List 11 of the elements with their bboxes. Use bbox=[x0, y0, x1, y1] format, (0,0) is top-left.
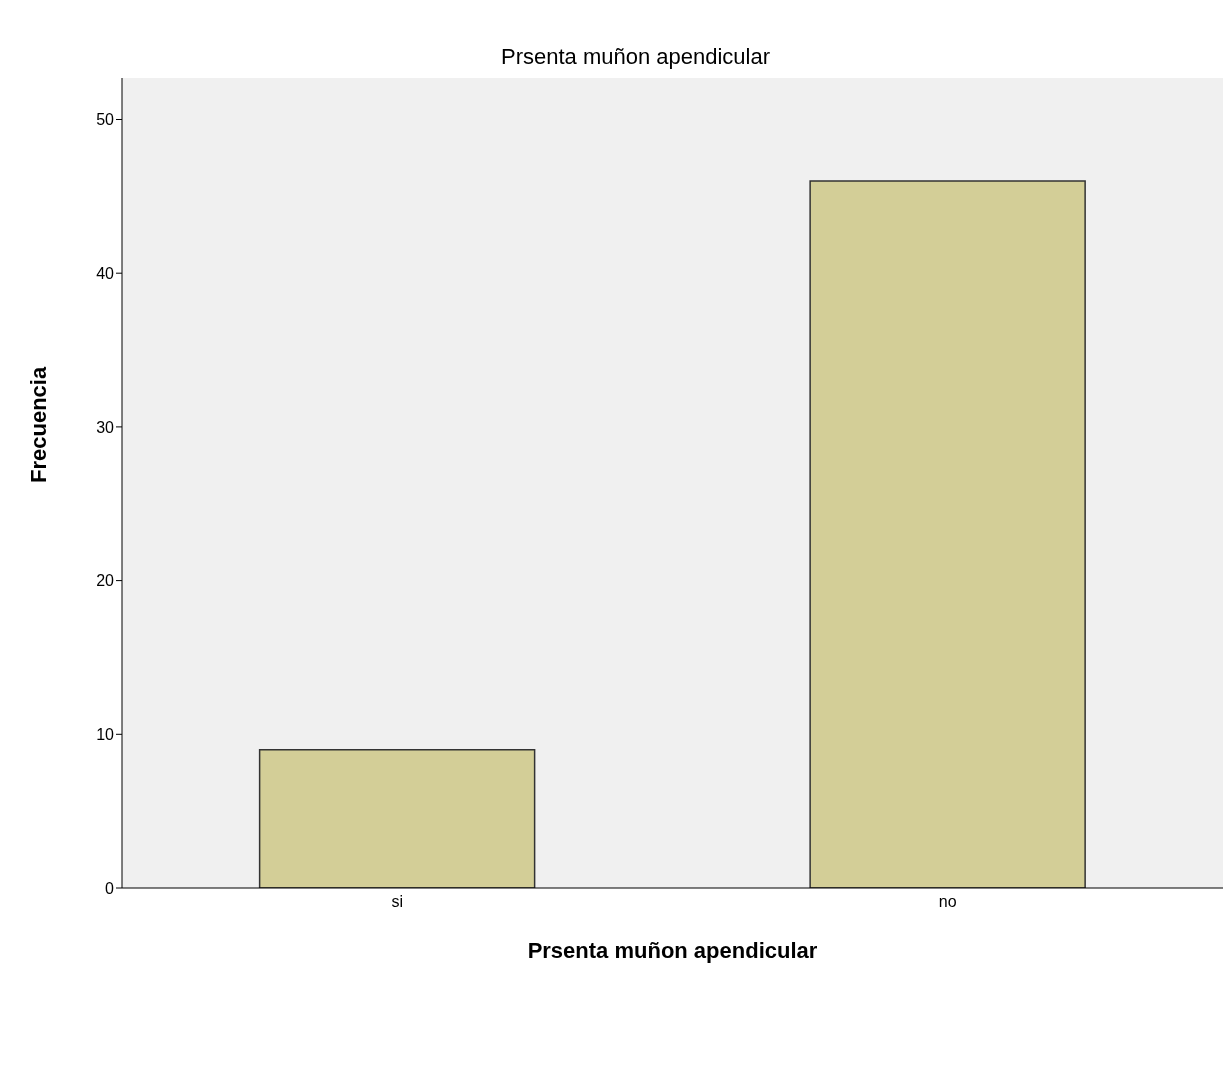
y-axis-title: Frecuencia bbox=[25, 366, 51, 483]
y-tick-label: 50 bbox=[96, 111, 115, 129]
y-tick-label: 0 bbox=[105, 879, 115, 897]
x-tick-label: si bbox=[391, 893, 404, 911]
x-tick-label: no bbox=[938, 893, 957, 911]
chart-title: Prsenta muñon apendicular bbox=[499, 44, 772, 70]
x-axis-title: Prsenta muñon apendicular bbox=[527, 938, 818, 963]
y-tick-label: 10 bbox=[96, 725, 115, 743]
y-tick-label: 40 bbox=[96, 264, 115, 282]
y-tick-label: 20 bbox=[96, 572, 115, 590]
y-tick-label: 30 bbox=[96, 418, 115, 436]
